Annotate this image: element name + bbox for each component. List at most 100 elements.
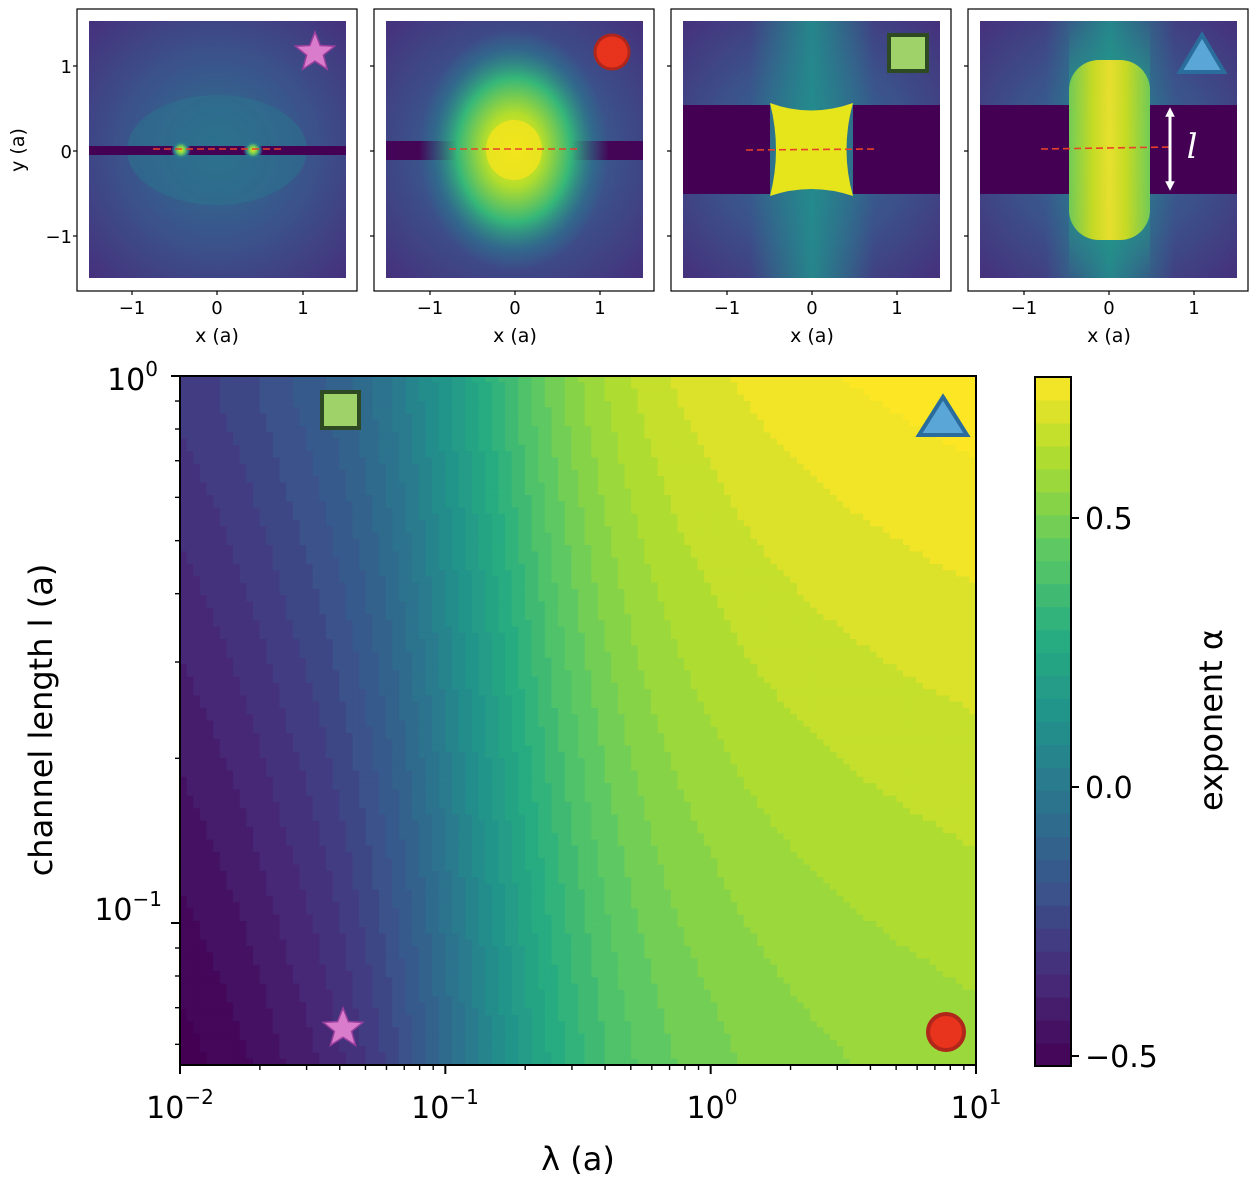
- contour-cell: [511, 532, 519, 540]
- contour-cell: [770, 376, 778, 383]
- contour-cell: [750, 482, 758, 490]
- channel-core: [770, 103, 853, 196]
- contour-cell: [677, 407, 685, 415]
- contour-cell: [246, 376, 254, 383]
- contour-cell: [451, 513, 460, 521]
- contour-cell: [199, 482, 208, 490]
- contour-cell: [670, 376, 679, 383]
- contour-cell: [445, 545, 453, 552]
- contour-cell: [180, 457, 188, 465]
- contour-cell: [796, 469, 805, 477]
- contour-cell: [631, 557, 639, 565]
- contour-cell: [624, 626, 632, 634]
- contour-cell: [684, 557, 692, 565]
- contour-cell: [823, 538, 831, 546]
- contour-cell: [252, 632, 261, 640]
- contour-cell: [186, 438, 194, 446]
- contour-cell: [279, 495, 287, 502]
- contour-cell: [956, 607, 964, 615]
- contour-cell: [219, 507, 228, 515]
- contour-cell: [597, 545, 606, 552]
- contour-cell: [219, 626, 228, 634]
- contour-cell: [365, 438, 373, 446]
- contour-cell: [438, 495, 446, 502]
- contour-cell: [272, 538, 281, 546]
- contour-cell: [518, 388, 526, 396]
- contour-cell: [710, 526, 718, 534]
- contour-cell: [325, 532, 334, 540]
- contour-cell: [365, 513, 373, 521]
- contour-cell: [511, 388, 519, 396]
- contour-cell: [465, 426, 473, 433]
- contour-cell: [796, 626, 805, 634]
- contour-cell: [869, 413, 878, 421]
- contour-cell: [849, 488, 858, 496]
- contour-cell: [233, 457, 241, 465]
- contour-cell: [670, 620, 679, 628]
- contour-cell: [485, 551, 493, 559]
- contour-cell: [750, 620, 758, 628]
- contour-cell: [312, 551, 320, 559]
- contour-cell: [306, 532, 314, 540]
- contour-cell: [252, 626, 261, 634]
- contour-cell: [511, 469, 519, 477]
- contour-cell: [889, 451, 897, 459]
- contour-cell: [664, 601, 672, 609]
- contour-cell: [206, 563, 214, 571]
- wall-right: [1150, 105, 1237, 194]
- contour-cell: [863, 513, 871, 521]
- contour-cell: [312, 469, 320, 477]
- contour-cell: [843, 588, 851, 596]
- contour-cell: [259, 563, 267, 571]
- contour-cell: [213, 595, 221, 603]
- contour-cell: [743, 444, 752, 452]
- contour-cell: [332, 488, 340, 496]
- contour-cell: [571, 488, 579, 496]
- contour-cell: [505, 601, 513, 609]
- contour-cell: [777, 432, 785, 440]
- contour-cell: [511, 507, 519, 515]
- contour-cell: [909, 451, 917, 459]
- contour-cell: [471, 413, 480, 421]
- contour-cell: [922, 557, 931, 565]
- contour-cell: [418, 563, 427, 571]
- contour-cell: [796, 520, 805, 527]
- contour-cell: [743, 620, 752, 628]
- contour-cell: [458, 582, 466, 590]
- contour-cell: [876, 469, 884, 477]
- contour-cell: [657, 432, 665, 440]
- channel-edge-glow: [171, 140, 191, 160]
- contour-cell: [723, 507, 732, 515]
- contour-cell: [816, 376, 825, 383]
- contour-cell: [233, 626, 241, 634]
- contour-cell: [650, 394, 659, 402]
- contour-cell: [704, 538, 712, 546]
- contour-cell: [876, 620, 884, 628]
- contour-cell: [226, 463, 234, 471]
- contour-cell: [664, 582, 672, 590]
- contour-cell: [684, 620, 692, 628]
- contour-cell: [956, 620, 964, 628]
- contour-cell: [730, 601, 738, 609]
- contour-cell: [312, 451, 320, 459]
- contour-cell: [611, 444, 619, 452]
- contour-cell: [405, 532, 413, 540]
- contour-cell: [969, 557, 977, 565]
- contour-cell: [929, 463, 937, 471]
- contour-cell: [796, 444, 805, 452]
- contour-cell: [199, 601, 208, 609]
- contour-cell: [478, 532, 486, 540]
- contour-cell: [359, 588, 367, 596]
- contour-cell: [816, 488, 825, 496]
- contour-cell: [704, 520, 712, 527]
- contour-cell: [903, 401, 911, 408]
- contour-cell: [704, 488, 712, 496]
- contour-cell: [650, 526, 659, 534]
- contour-cell: [743, 457, 752, 465]
- contour-cell: [644, 376, 652, 383]
- contour-cell: [836, 457, 844, 465]
- contour-cell: [252, 620, 261, 628]
- contour-cell: [524, 463, 533, 471]
- contour-cell: [697, 614, 705, 621]
- contour-cell: [511, 476, 519, 484]
